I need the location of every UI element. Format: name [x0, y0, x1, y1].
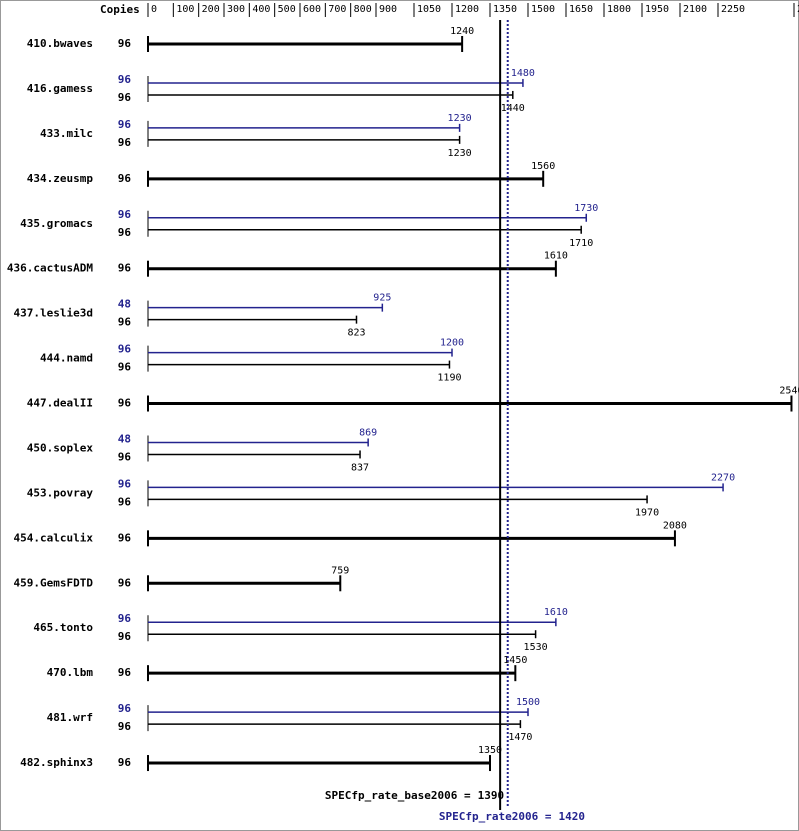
- base_mean-text: SPECfp_rate_base2006 =: [325, 789, 471, 802]
- copies: 96: [118, 720, 132, 733]
- copies: 96: [118, 316, 132, 329]
- benchmark-name: 450.soplex: [27, 441, 94, 454]
- copies: 48: [118, 432, 131, 445]
- benchmark-name: 444.namd: [40, 352, 93, 365]
- value-label: 1710: [569, 238, 593, 249]
- value-label: 1610: [544, 251, 568, 262]
- value-label: 1480: [511, 68, 535, 79]
- peak_mean-label: SPECfp_rate2006 = 1420: [439, 810, 585, 823]
- x-tick-label: 1050: [417, 4, 441, 15]
- copies: 96: [118, 343, 132, 356]
- copies: 96: [118, 630, 132, 643]
- x-tick-label: 800: [354, 4, 372, 15]
- copies: 96: [118, 37, 132, 50]
- benchmark-name: 454.calculix: [14, 531, 94, 544]
- value-label: 1470: [508, 732, 532, 743]
- x-tick-label: 1950: [645, 4, 669, 15]
- copies: 96: [118, 208, 132, 221]
- benchmark-name: 410.bwaves: [27, 37, 93, 50]
- copies: 96: [118, 73, 132, 86]
- x-tick-label: 1500: [531, 4, 555, 15]
- copies: 96: [118, 361, 132, 374]
- value-label: 1450: [503, 655, 527, 666]
- copies: 96: [118, 262, 132, 275]
- value-label: 1970: [635, 507, 659, 518]
- benchmark-name: 482.sphinx3: [20, 756, 93, 769]
- value-label: 1200: [440, 338, 464, 349]
- x-tick-label: 1350: [493, 4, 517, 15]
- copies: 96: [118, 397, 132, 410]
- x-tick-label: 2250: [721, 4, 745, 15]
- value-label: 837: [351, 462, 369, 473]
- benchmark-name: 437.leslie3d: [14, 307, 93, 320]
- value-label: 1230: [448, 113, 472, 124]
- benchmark-name: 470.lbm: [47, 666, 94, 679]
- value-label: 1440: [501, 103, 525, 114]
- value-label: 2540: [779, 386, 799, 397]
- value-label: 1730: [574, 203, 598, 214]
- value-label: 1610: [544, 607, 568, 618]
- x-tick-label: 1200: [455, 4, 479, 15]
- x-tick-label: 100: [176, 4, 194, 15]
- benchmark-name: 447.dealII: [27, 397, 93, 410]
- value-label: 2270: [711, 472, 735, 483]
- copies: 96: [118, 118, 132, 131]
- copies: 96: [118, 756, 132, 769]
- peak_mean-text: SPECfp_rate2006 =: [439, 810, 552, 823]
- value-label: 925: [373, 293, 391, 304]
- value-label: 1500: [516, 697, 540, 708]
- copies: 96: [118, 702, 132, 715]
- x-tick-label: 900: [379, 4, 397, 15]
- x-tick-label: 0: [151, 4, 157, 15]
- value-label: 759: [331, 565, 349, 576]
- value-label: 2080: [663, 520, 687, 531]
- x-tick-label: 500: [278, 4, 296, 15]
- copies: 96: [118, 666, 132, 679]
- copies: 96: [118, 136, 132, 149]
- value-label: 1530: [524, 642, 548, 653]
- benchmark-name: 465.tonto: [33, 621, 93, 634]
- copies-header: Copies: [100, 3, 140, 16]
- value-label: 1230: [448, 148, 472, 159]
- value-label: 823: [347, 328, 365, 339]
- x-tick-label: 600: [303, 4, 321, 15]
- copies: 48: [118, 298, 131, 311]
- x-tick-label: 1650: [569, 4, 593, 15]
- benchmark-name: 459.GemsFDTD: [14, 576, 94, 589]
- value-label: 1560: [531, 161, 555, 172]
- copies: 96: [118, 612, 132, 625]
- x-tick-label: 700: [328, 4, 346, 15]
- x-tick-label: 1800: [607, 4, 631, 15]
- x-tick-label: 2100: [683, 4, 707, 15]
- x-tick-label: 2550: [797, 4, 799, 15]
- benchmark-name: 416.gamess: [27, 82, 93, 95]
- benchmark-name: 433.milc: [40, 127, 93, 140]
- copies: 96: [118, 477, 132, 490]
- copies: 96: [118, 576, 132, 589]
- copies: 96: [118, 450, 132, 463]
- value-label: 1190: [437, 373, 461, 384]
- benchmark-name: 436.cactusADM: [7, 262, 93, 275]
- x-tick-label: 300: [227, 4, 245, 15]
- base_mean-value: 1390: [478, 789, 505, 802]
- value-label: 1240: [450, 26, 474, 37]
- copies: 96: [118, 226, 132, 239]
- copies: 96: [118, 172, 132, 185]
- base_mean-label: SPECfp_rate_base2006 = 1390: [325, 789, 504, 802]
- copies: 96: [118, 91, 132, 104]
- benchmark-name: 435.gromacs: [20, 217, 93, 230]
- value-label: 869: [359, 427, 377, 438]
- benchmark-name: 453.povray: [27, 486, 94, 499]
- peak_mean-value: 1420: [559, 810, 586, 823]
- copies: 96: [118, 531, 132, 544]
- x-tick-label: 200: [202, 4, 220, 15]
- copies: 96: [118, 495, 132, 508]
- x-tick-label: 400: [252, 4, 270, 15]
- benchmark-name: 434.zeusmp: [27, 172, 94, 185]
- benchmark-name: 481.wrf: [47, 711, 93, 724]
- value-label: 1350: [478, 745, 502, 756]
